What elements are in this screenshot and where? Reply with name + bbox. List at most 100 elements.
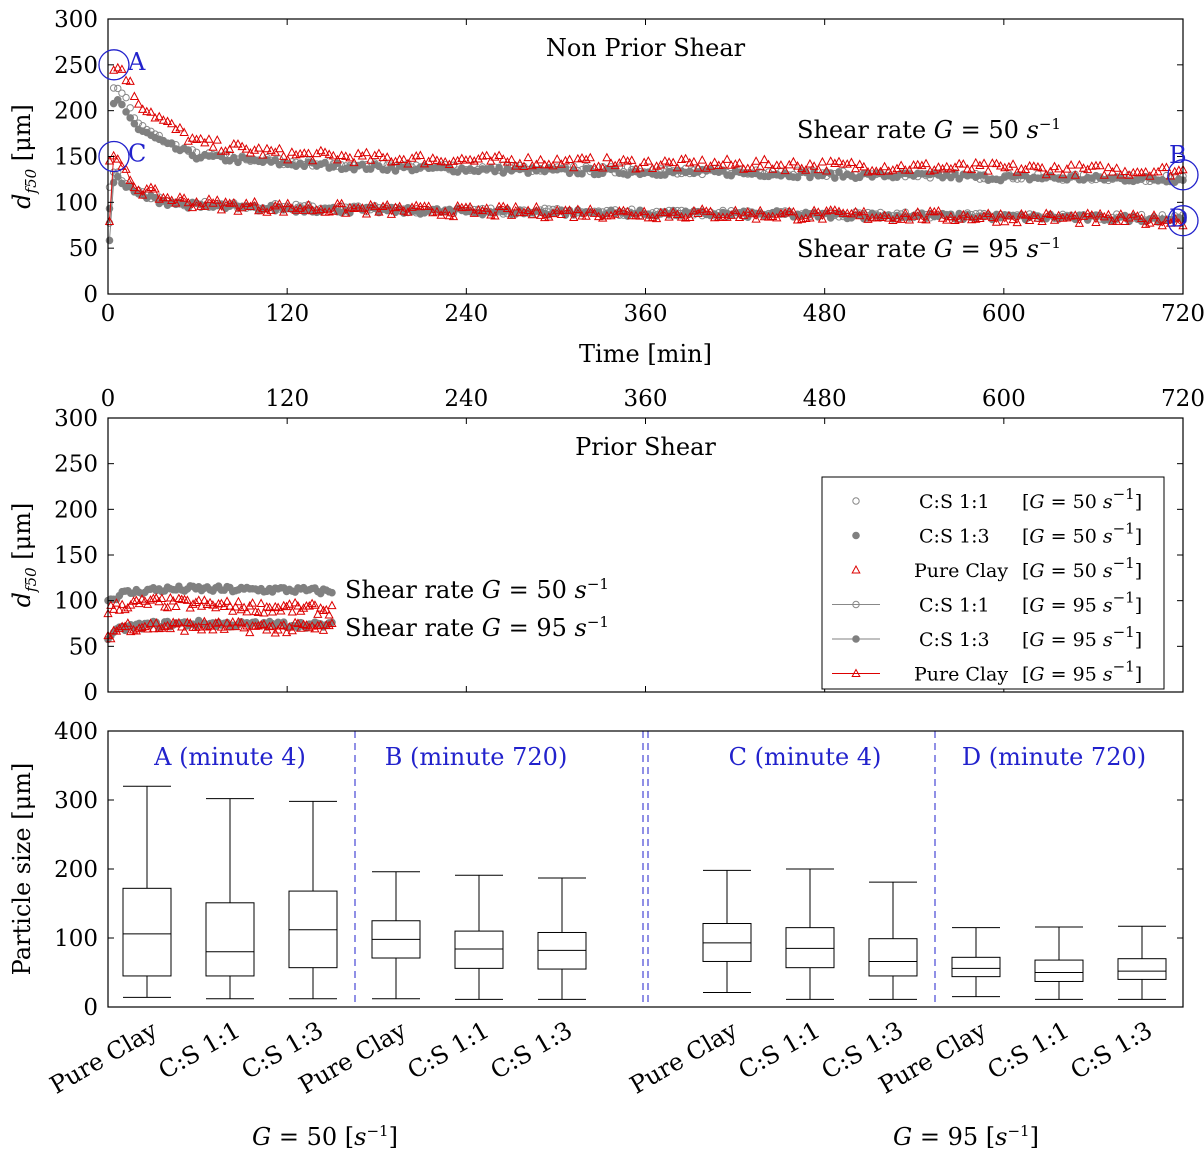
data-point [995,208,1006,218]
data-point [722,154,732,163]
y-tick-label: 300 [54,7,98,33]
data-point [167,140,176,148]
data-point [1149,210,1159,219]
data-point [793,173,802,182]
data-point [114,623,124,633]
data-point [374,148,384,158]
data-point [175,192,185,201]
y-tick-label: 250 [54,452,98,478]
data-point [106,600,116,609]
y-tick-label: 150 [54,543,98,569]
data-point [1074,218,1085,227]
data-point [293,618,303,627]
data-point [145,595,156,604]
data-point [780,165,790,175]
data-point [693,208,703,218]
data-point [971,157,981,167]
data-point [266,145,276,155]
data-point [635,162,645,172]
data-point [511,161,521,170]
legend-label: C:S 1:1 [919,595,990,617]
data-point [987,158,997,167]
data-point [407,153,417,162]
data-point [171,601,181,611]
data-point [875,212,886,221]
group-title: A (minute 4) [153,743,306,771]
data-point [1016,208,1026,218]
data-point [593,161,604,170]
data-point [162,192,173,202]
data-point [1045,166,1056,176]
data-point [809,161,819,170]
data-point [111,626,122,635]
data-point [233,139,243,148]
data-point [336,198,347,208]
data-point [419,158,430,168]
data-point [353,148,363,158]
data-point [635,211,645,220]
panel-title: Non Prior Shear [546,34,746,62]
data-point [1054,210,1064,220]
annotation-g50: Shear rate G = 50 s−1 [345,575,609,604]
data-point [651,213,662,223]
data-point [125,76,135,85]
box-body [785,927,835,969]
data-point [523,205,533,215]
data-point [267,606,278,616]
data-point [279,619,289,629]
data-point [284,622,295,631]
data-point [254,143,264,152]
data-point [126,626,136,636]
data-point [183,136,193,145]
data-point [199,616,210,626]
data-point [768,211,778,221]
data-point [318,605,329,614]
data-point [239,622,249,632]
data-point [722,212,732,221]
data-point [233,596,244,606]
data-point [237,141,247,151]
data-point [276,620,286,630]
data-point [751,156,761,165]
y-tick-label: 300 [54,788,98,814]
axes-frames [98,18,1199,1008]
data-point [328,150,338,160]
group-title: C (minute 4) [729,743,882,771]
data-point [151,618,161,627]
data-point [440,156,450,166]
data-point [126,114,135,122]
data-point [495,163,503,172]
data-point [211,618,221,627]
data-point [515,158,525,168]
data-point [324,620,334,630]
y-tick-label: 0 [83,995,98,1021]
data-point [879,210,890,220]
data-point [888,215,898,224]
data-point [498,154,508,163]
data-point [281,601,292,611]
data-point [453,200,463,210]
y-tick-label: 150 [54,145,98,171]
data-point [486,209,496,219]
data-point [104,155,115,165]
y-tick-label: 200 [54,857,98,883]
data-point [830,158,840,167]
marker-circle [98,140,130,173]
data-point [222,596,232,605]
data-point [241,144,251,153]
data-point [108,150,119,160]
group-condition-label: G = 50 [s−1] [252,1122,398,1151]
legend-label: Pure Clay [914,664,1008,686]
x-tick-label: 120 [265,301,309,327]
legend-marker [852,497,860,505]
data-point [143,599,153,608]
data-point [747,208,757,218]
data-point [432,155,442,164]
data-point [293,600,303,610]
data-point [121,164,131,173]
data-point [1070,170,1080,179]
data-point [983,208,993,217]
data-point [324,149,334,158]
data-point [830,205,840,214]
